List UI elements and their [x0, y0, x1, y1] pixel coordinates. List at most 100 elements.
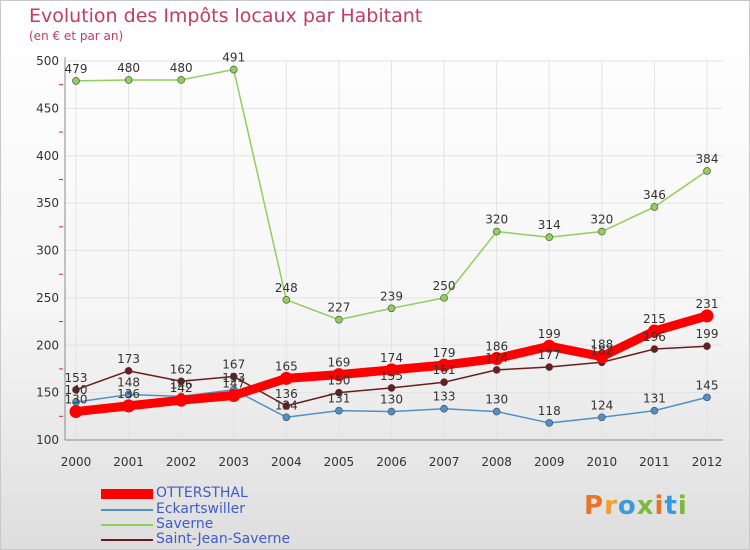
data-label: 124	[590, 398, 613, 412]
x-tick-label: 2012	[692, 455, 723, 469]
data-label: 199	[538, 327, 561, 341]
data-point	[72, 77, 80, 85]
y-tick-label: 500	[36, 54, 59, 68]
logo-letter: r	[604, 491, 618, 521]
data-label: 136	[275, 387, 298, 401]
data-label: 118	[538, 404, 561, 418]
data-label: 145	[696, 378, 719, 392]
data-point	[335, 315, 343, 324]
data-point	[387, 384, 396, 392]
data-point	[595, 350, 609, 364]
legend-label: OTTERSTHAL	[156, 485, 248, 501]
data-point	[69, 405, 83, 419]
data-label: 199	[696, 327, 719, 341]
x-tick-label: 2006	[376, 455, 407, 469]
logo-letter: P	[584, 491, 605, 521]
x-tick-label: 2011	[639, 455, 670, 469]
logo-letter: i	[654, 491, 665, 521]
data-label: 131	[327, 392, 350, 406]
x-tick-label: 2004	[271, 455, 302, 469]
y-tick-label: 200	[36, 338, 59, 352]
data-point	[545, 233, 554, 242]
logo-letter: x	[636, 491, 655, 521]
data-label: 136	[117, 387, 140, 401]
legend-item: OTTERSTHAL	[101, 485, 361, 502]
data-label: 479	[65, 62, 88, 76]
data-label: 161	[433, 363, 456, 377]
data-label: 142	[170, 381, 193, 395]
y-tick-label: 300	[36, 244, 59, 258]
data-label: 179	[433, 346, 456, 360]
logo-letter: i	[677, 491, 688, 521]
data-label: 148	[117, 376, 140, 390]
data-point	[282, 402, 291, 410]
y-tick-label: 150	[36, 386, 59, 400]
data-point	[282, 413, 291, 422]
y-tick-label: 350	[36, 196, 59, 210]
y-tick-label: 400	[36, 149, 59, 163]
data-point	[492, 407, 501, 416]
data-label: 346	[643, 188, 666, 202]
data-label: 169	[327, 356, 350, 370]
data-point	[387, 304, 396, 313]
y-tick-label: 250	[36, 291, 59, 305]
data-point	[335, 388, 343, 397]
data-point	[387, 407, 396, 416]
y-tick-label: 100	[36, 433, 59, 447]
x-tick-label: 2008	[481, 455, 512, 469]
x-tick-label: 2003	[218, 455, 249, 469]
data-label: 320	[485, 213, 508, 227]
data-point	[124, 76, 133, 84]
data-point	[124, 390, 133, 399]
data-label: 231	[696, 297, 719, 311]
legend-item: Saverne	[101, 516, 361, 533]
data-label: 177	[538, 348, 561, 362]
data-label: 150	[327, 374, 350, 388]
data-point	[703, 393, 711, 402]
data-label: 174	[380, 351, 403, 365]
data-point	[229, 65, 238, 74]
data-point	[492, 227, 501, 236]
data-label: 167	[222, 358, 245, 372]
data-label: 250	[433, 279, 456, 293]
y-tick-label: 450	[36, 101, 59, 115]
data-label: 227	[327, 301, 350, 315]
data-label: 173	[117, 352, 140, 366]
legend-label: Eckartswiller	[156, 501, 246, 517]
data-label: 182	[590, 343, 613, 357]
data-label: 215	[643, 312, 666, 326]
data-point	[650, 406, 659, 415]
legend-label: Saverne	[156, 516, 214, 532]
legend-swatch	[101, 509, 153, 511]
data-label: 124	[275, 398, 298, 412]
data-label: 153	[65, 371, 88, 385]
data-label: 248	[275, 281, 298, 295]
data-point	[545, 363, 554, 371]
data-label: 196	[643, 330, 666, 344]
legend-item: Saint-Jean-Saverne	[101, 531, 361, 548]
data-label: 146	[170, 377, 193, 391]
data-label: 165	[275, 359, 298, 373]
legend-swatch	[101, 539, 153, 541]
data-label: 131	[643, 392, 666, 406]
data-point	[598, 227, 606, 236]
data-point	[122, 399, 136, 413]
x-tick-label: 2009	[534, 455, 565, 469]
data-point	[598, 413, 606, 422]
data-point	[650, 345, 659, 353]
x-tick-label: 2007	[429, 455, 460, 469]
data-point	[440, 378, 448, 387]
data-point	[282, 295, 291, 304]
x-tick-label: 2010	[587, 455, 618, 469]
data-point	[703, 342, 711, 350]
data-point	[229, 372, 238, 381]
x-tick-label: 2001	[113, 455, 144, 469]
data-point	[703, 167, 711, 175]
data-point	[279, 371, 293, 385]
chart-title: Evolution des Impôts locaux par Habitant	[29, 5, 423, 27]
data-label: 491	[222, 51, 245, 65]
data-label: 155	[380, 369, 403, 383]
data-point	[647, 324, 661, 338]
